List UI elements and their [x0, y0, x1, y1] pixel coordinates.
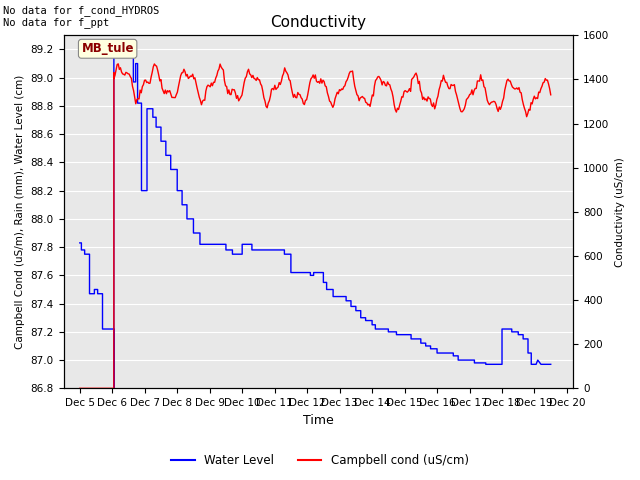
X-axis label: Time: Time [303, 414, 334, 427]
Y-axis label: Conductivity (uS/cm): Conductivity (uS/cm) [615, 157, 625, 267]
Legend: Water Level, Campbell cond (uS/cm): Water Level, Campbell cond (uS/cm) [166, 449, 474, 472]
Title: Conductivity: Conductivity [271, 15, 367, 30]
Y-axis label: Campbell Cond (uS/m), Rain (mm), Water Level (cm): Campbell Cond (uS/m), Rain (mm), Water L… [15, 75, 25, 349]
Text: MB_tule: MB_tule [81, 42, 134, 55]
Text: No data for f_cond_HYDROS
No data for f_ppt: No data for f_cond_HYDROS No data for f_… [3, 5, 159, 28]
